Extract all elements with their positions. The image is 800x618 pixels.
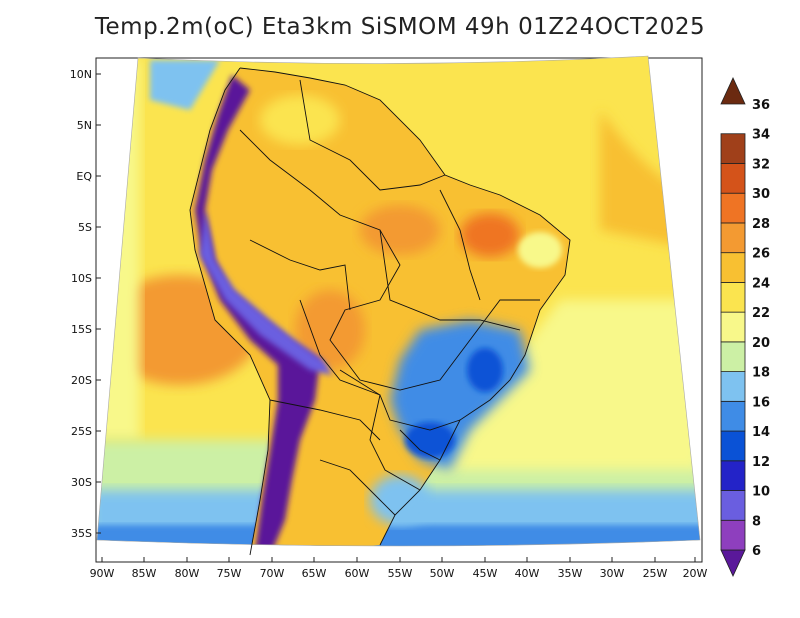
colorbar-swatch [720, 281, 746, 313]
temperature-field [97, 56, 700, 546]
lon-tick: 80W [175, 567, 200, 580]
colorbar-label: 32 [752, 157, 770, 172]
colorbar-label: 16 [752, 395, 770, 410]
colorbar-swatch [720, 222, 746, 254]
colorbar-label: 6 [752, 544, 761, 559]
colorbar-label: 28 [752, 217, 770, 232]
lat-tick: 10N [70, 68, 92, 81]
lon-ticks: 90W 85W 80W 75W 70W 65W 60W 55W 50W 45W … [90, 567, 708, 580]
colorbar-swatch [720, 371, 746, 402]
lon-tick: 40W [515, 567, 540, 580]
lon-tick: 85W [132, 567, 157, 580]
colorbar-swatch [720, 341, 746, 373]
lon-tick: 70W [260, 567, 285, 580]
colorbar-swatch [720, 460, 746, 491]
colorbar-swatch [720, 133, 746, 164]
lat-tick: 5N [77, 119, 92, 132]
lon-tick: 55W [388, 567, 413, 580]
lat-tick: 10S [71, 272, 92, 285]
lat-tick: 35S [71, 527, 92, 540]
lat-tick: 15S [71, 323, 92, 336]
lat-ticks: 10N 5N EQ 5S 10S 15S 20S 25S 30S 35S [70, 68, 93, 540]
lon-tick: 90W [90, 567, 115, 580]
lon-tick: 25W [643, 567, 668, 580]
colorbar-swatch [720, 490, 746, 521]
colorbar-min-arrow [720, 549, 746, 577]
colorbar-label: 12 [752, 455, 770, 470]
colorbar-label: 24 [752, 276, 770, 291]
lon-tick: 20W [683, 567, 708, 580]
colorbar-swatch [720, 519, 746, 551]
colorbar-swatch [720, 192, 746, 224]
colorbar-swatch [720, 400, 746, 432]
colorbar-label: 18 [752, 366, 770, 381]
colorbar-label: 26 [752, 247, 770, 262]
lon-tick: 60W [345, 567, 370, 580]
lat-tick: 5S [78, 221, 92, 234]
colorbar-swatch [720, 430, 746, 462]
lon-tick: 35W [558, 567, 583, 580]
colorbar-label: 10 [752, 485, 770, 500]
lon-tick: 30W [600, 567, 625, 580]
colorbar-label: 36 [752, 98, 770, 113]
lat-tick: 20S [71, 374, 92, 387]
andes-cold-band [195, 75, 320, 546]
lat-tick: EQ [76, 170, 92, 183]
colorbar-swatch [720, 252, 746, 283]
map-title: Temp.2m(oC) Eta3km SiSMOM 49h 01Z24OCT20… [94, 14, 706, 40]
lon-tick: 75W [217, 567, 242, 580]
colorbar-swatch [720, 163, 746, 194]
colorbar: 6 8 10 12 14 16 18 20 22 24 26 28 30 32 34 36 [720, 77, 770, 577]
colorbar-label: 34 [752, 128, 770, 143]
colorbar-label: 8 [752, 514, 761, 529]
colorbar-swatch [720, 311, 746, 343]
lat-tick: 30S [71, 476, 92, 489]
political-borders [189, 67, 571, 556]
colorbar-label: 14 [752, 425, 770, 440]
colorbar-label: 22 [752, 306, 770, 321]
lat-tick: 25S [71, 425, 92, 438]
lon-tick: 65W [302, 567, 327, 580]
colorbar-max-arrow [720, 77, 746, 105]
lon-tick: 50W [430, 567, 455, 580]
colorbar-label: 20 [752, 336, 770, 351]
colorbar-label: 30 [752, 187, 770, 202]
lon-tick: 45W [473, 567, 498, 580]
